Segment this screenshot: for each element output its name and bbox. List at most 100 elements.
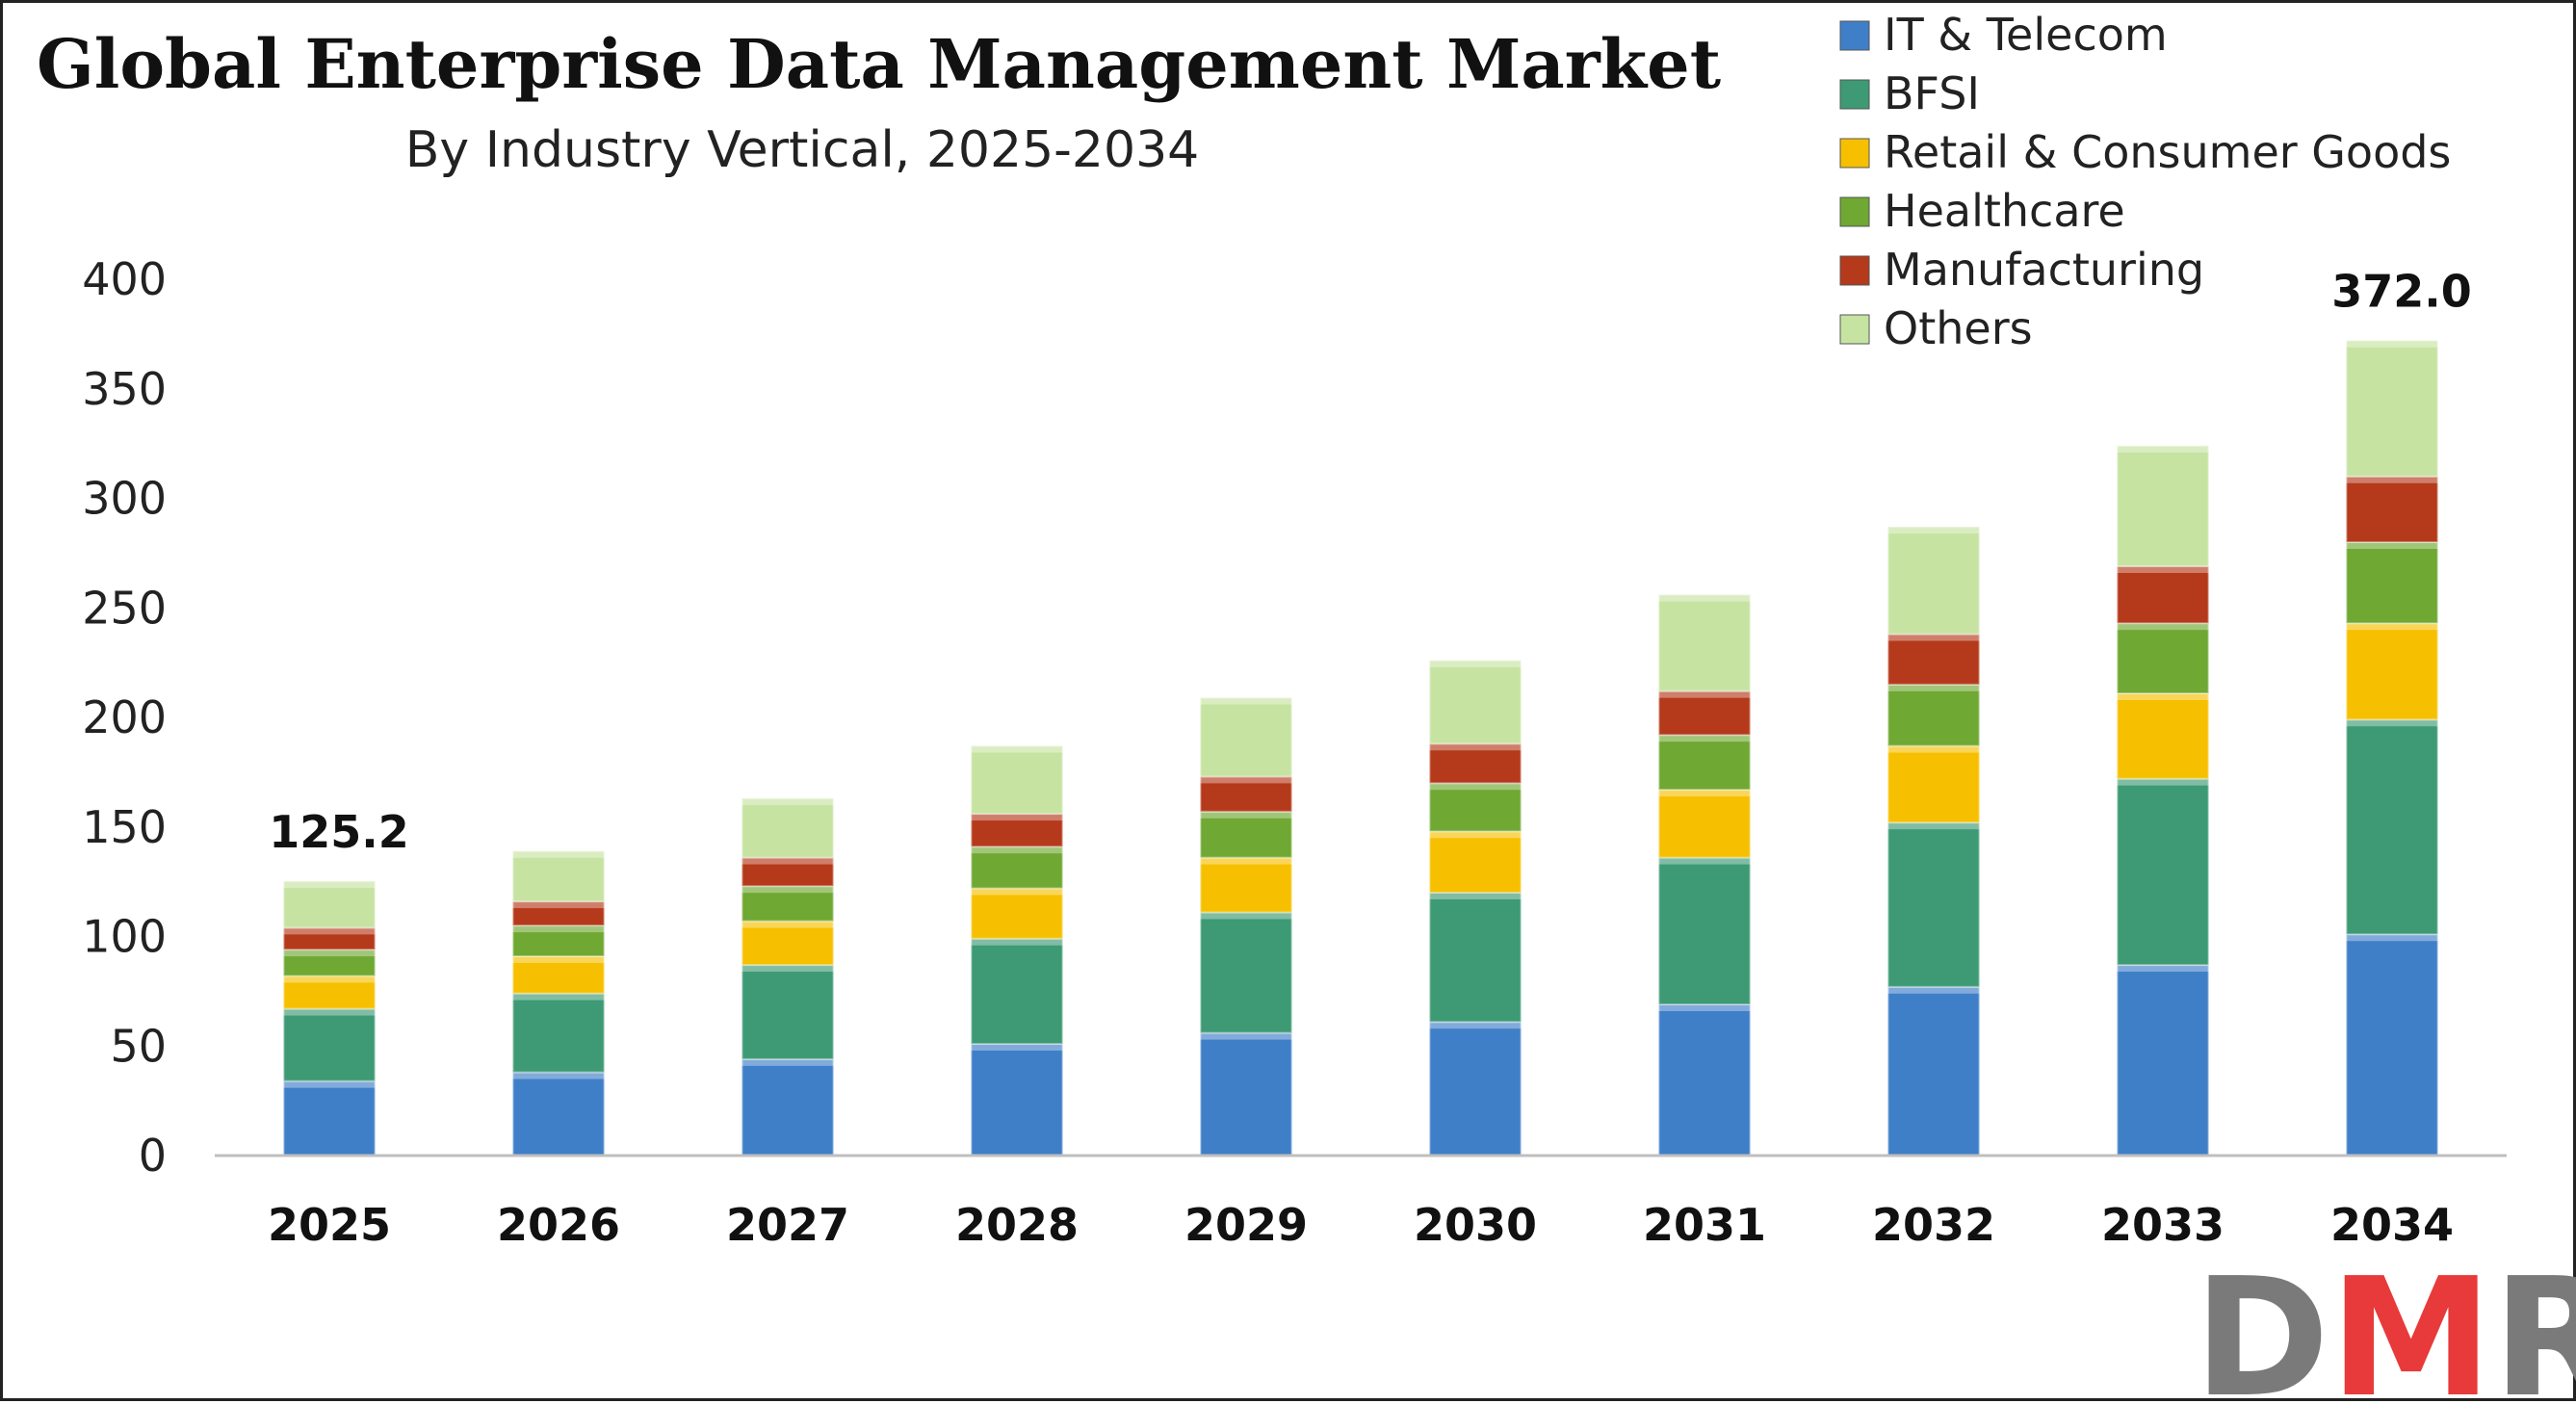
bar-segment-highlight — [1200, 1032, 1292, 1040]
bar-segment — [282, 1079, 377, 1157]
bar-segment — [1199, 856, 1293, 914]
bar-segment — [511, 992, 606, 1074]
bar-segment-highlight — [2346, 623, 2438, 631]
bar-segment — [970, 1042, 1064, 1157]
bar-segment-highlight — [1887, 822, 1980, 830]
bar-segment-highlight — [742, 798, 834, 806]
bar-segment — [1886, 821, 1981, 988]
bar-segment-highlight — [2117, 965, 2209, 973]
bar-stack-2029 — [1199, 696, 1293, 1157]
bar-segment — [1199, 810, 1293, 859]
bar-segment — [970, 845, 1064, 890]
bar-stack-2025 — [282, 880, 377, 1157]
bar-segment-highlight — [1887, 745, 1980, 753]
bar-segment — [2345, 475, 2439, 543]
bar-segment-highlight — [2117, 566, 2209, 574]
bar-segment-highlight — [283, 927, 376, 935]
bar-segment — [1886, 633, 1981, 686]
bar-segment — [2345, 541, 2439, 625]
bar-segment-highlight — [1658, 1004, 1751, 1012]
bar-segment-highlight — [1200, 697, 1292, 705]
bar-segment — [511, 849, 606, 903]
bar-segment — [2116, 964, 2210, 1157]
bar-segment-highlight — [283, 1008, 376, 1016]
chart-svg: Global Enterprise Data Management Market… — [37, 9, 2576, 1404]
bar-segment — [741, 797, 835, 859]
bar-segment — [511, 954, 606, 995]
bar-segment-highlight — [1200, 912, 1292, 920]
bar-segment-highlight — [512, 993, 605, 1001]
y-tick-label: 100 — [82, 911, 167, 963]
bar-segment-highlight — [2117, 445, 2209, 453]
dmr-logo: DMR — [2194, 1243, 2576, 1404]
bar-segment-highlight — [512, 901, 605, 909]
y-tick-label: 350 — [82, 363, 167, 415]
bar-stack-2030 — [1428, 659, 1522, 1157]
bar-segment — [1657, 593, 1752, 692]
legend-item: Manufacturing — [1839, 244, 2204, 296]
bar-segment — [282, 1007, 377, 1082]
bar-segment-highlight — [971, 846, 1063, 854]
bar-segment-highlight — [971, 938, 1063, 946]
bar-segment — [741, 964, 835, 1060]
bar-segment — [970, 744, 1064, 816]
legend-item: BFSI — [1839, 67, 1980, 119]
dmr-logo-text: DMR — [2194, 1243, 2576, 1404]
bar-segment-highlight — [1887, 986, 1980, 994]
bar-segment-highlight — [1658, 857, 1751, 865]
y-tick-label: 300 — [82, 473, 167, 525]
y-tick-label: 150 — [82, 801, 167, 853]
bar-stack-2028 — [970, 744, 1064, 1157]
bar-segment — [511, 1071, 606, 1157]
y-tick-label: 250 — [82, 582, 167, 634]
bar-segment — [282, 949, 377, 977]
legend-label: Manufacturing — [1884, 244, 2204, 296]
bar-segment-highlight — [1200, 857, 1292, 865]
bar-segment — [1428, 742, 1522, 785]
bar-segment-highlight — [1658, 790, 1751, 797]
bar-segment-highlight — [283, 881, 376, 889]
legend-swatch — [1839, 314, 1870, 345]
bar-segment-highlight — [1658, 690, 1751, 698]
bar-segment-highlight — [971, 745, 1063, 753]
bar-segment — [970, 937, 1064, 1045]
bar-segment — [2116, 565, 2210, 625]
bar-segment-highlight — [2117, 778, 2209, 786]
bar-stack-2031 — [1657, 593, 1752, 1157]
bar-segment-highlight — [1200, 811, 1292, 819]
bar-segment-highlight — [1200, 776, 1292, 784]
bar-segment — [1428, 892, 1522, 1024]
bar-segment — [1199, 911, 1293, 1034]
bar-segment-highlight — [1429, 743, 1522, 751]
bar-segment-highlight — [742, 1058, 834, 1066]
x-tick-label: 2030 — [1414, 1199, 1537, 1251]
bar-segment — [1657, 1003, 1752, 1157]
bar-segment-highlight — [1658, 735, 1751, 742]
bar-segment-highlight — [2346, 340, 2438, 348]
plot-area — [282, 339, 2439, 1157]
legend-label: Healthcare — [1884, 185, 2125, 237]
bar-segment-highlight — [971, 814, 1063, 821]
bar-segment — [2345, 718, 2439, 936]
x-tick-label: 2033 — [2101, 1199, 2225, 1251]
bar-segment-highlight — [1887, 527, 1980, 534]
bar-segment-highlight — [2346, 476, 2438, 483]
bar-segment — [1199, 775, 1293, 813]
bar-segment — [2116, 622, 2210, 694]
bar-segment — [970, 887, 1064, 940]
data-label: 372.0 — [2331, 266, 2472, 318]
x-tick-label: 2028 — [955, 1199, 1079, 1251]
bar-segment — [511, 924, 606, 957]
x-tick-label: 2034 — [2330, 1199, 2454, 1251]
bar-segment-highlight — [1429, 660, 1522, 667]
legend-swatch — [1839, 255, 1870, 286]
bar-segment — [2345, 622, 2439, 721]
bar-segment — [1657, 856, 1752, 1006]
y-tick-label: 200 — [82, 691, 167, 743]
legend-item: Others — [1839, 302, 2033, 354]
y-tick-label: 400 — [82, 253, 167, 305]
bar-segment — [1657, 789, 1752, 859]
bar-segment — [1886, 683, 1981, 747]
bar-segment — [1886, 985, 1981, 1157]
legend-item: IT & Telecom — [1839, 9, 2168, 61]
